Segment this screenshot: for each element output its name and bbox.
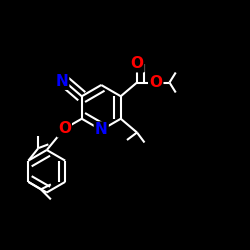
Text: O: O xyxy=(58,121,71,136)
Text: N: N xyxy=(95,122,108,138)
Text: O: O xyxy=(130,56,143,71)
Text: O: O xyxy=(149,75,162,90)
Text: N: N xyxy=(56,74,68,89)
